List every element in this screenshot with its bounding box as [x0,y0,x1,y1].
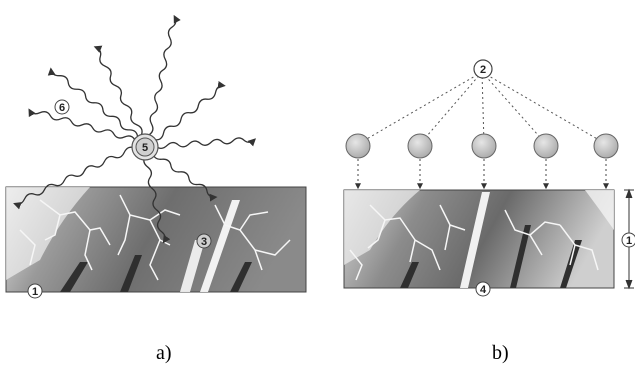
marker-label-6: 6 [59,102,65,114]
radiation-rays-a [13,14,256,244]
panel-a: 5 6 3 1 [5,14,307,299]
marker-label-5: 5 [142,142,148,154]
marker-4: 4 [475,281,491,297]
marker-label-4: 4 [480,284,487,296]
marker-1-b: 1 [621,232,635,248]
marker-label-2: 2 [480,64,486,76]
marker-1-a: 1 [27,283,43,299]
source-marker-5: 5 [131,133,159,161]
caption-a: a) [156,342,172,364]
marker-label-1-b: 1 [626,235,632,247]
cracks-b [349,204,599,281]
slab-b [343,189,615,289]
caption-b: b) [492,342,509,364]
source-marker-2: 2 [473,59,493,79]
slab-a [5,186,307,293]
marker-label-1-a: 1 [32,286,38,298]
beam-balls-b [345,133,619,159]
panel-b: 2 1 4 [343,59,635,297]
cracks-a [19,194,291,281]
marker-6: 6 [54,99,70,115]
marker-label-3: 3 [201,236,207,248]
beam-arrows-b [355,159,609,190]
marker-3: 3 [196,233,212,249]
beam-lines-b [357,71,607,145]
